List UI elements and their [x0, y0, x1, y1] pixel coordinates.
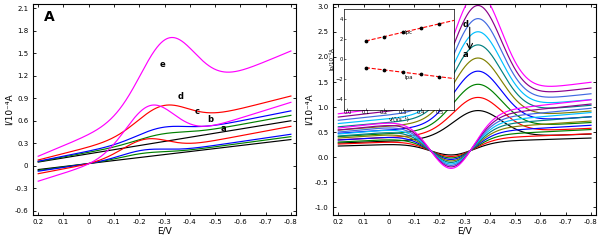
Text: b: b: [207, 115, 213, 124]
Text: e: e: [160, 60, 165, 69]
Text: c: c: [195, 107, 200, 116]
Text: d: d: [462, 20, 468, 29]
Y-axis label: I/10⁻⁴A: I/10⁻⁴A: [305, 94, 314, 125]
X-axis label: E/V: E/V: [457, 227, 472, 236]
Text: A: A: [43, 10, 54, 24]
Text: d: d: [177, 91, 183, 101]
X-axis label: E/V: E/V: [157, 227, 172, 236]
Text: a: a: [220, 124, 226, 133]
Text: B: B: [344, 10, 355, 24]
Text: a: a: [462, 50, 468, 59]
Y-axis label: I/10⁻⁴A: I/10⁻⁴A: [4, 94, 13, 125]
